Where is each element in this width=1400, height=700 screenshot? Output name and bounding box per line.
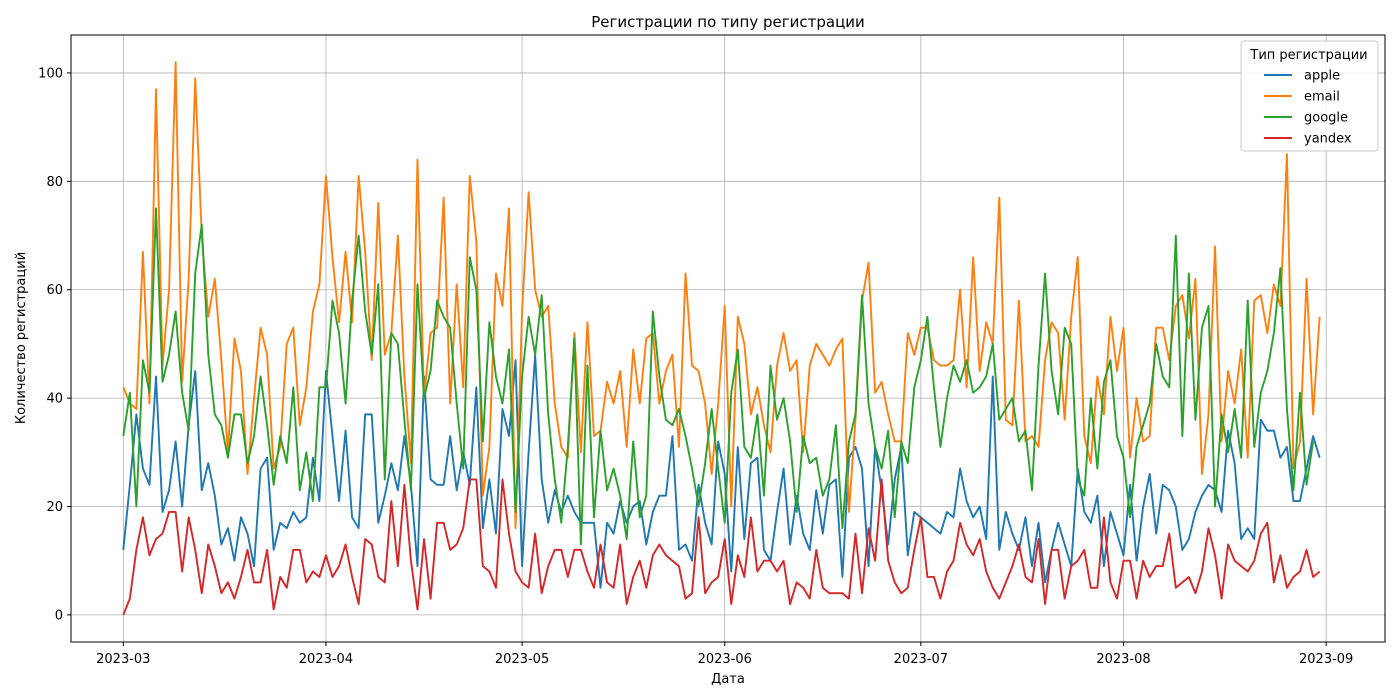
chart-title: Регистрации по типу регистрации <box>591 13 865 31</box>
series-line-yandex <box>122 478 1321 616</box>
legend: Тип регистрации apple email google yandex <box>1240 40 1379 152</box>
x-tick-label: 2023-07 <box>894 652 948 667</box>
y-tick-label: 40 <box>46 392 63 407</box>
series-line-email <box>122 61 1321 530</box>
legend-title: Тип регистрации <box>1249 48 1367 63</box>
legend-label-yandex: yandex <box>1304 132 1352 147</box>
plot-frame <box>70 34 1386 643</box>
x-tick-label: 2023-09 <box>1299 652 1353 667</box>
y-tick-label: 0 <box>55 608 63 623</box>
x-tick-label: 2023-04 <box>299 652 353 667</box>
x-tick-label: 2023-06 <box>698 652 752 667</box>
y-axis-label: Количество регистраций <box>14 252 29 424</box>
y-tick-label: 60 <box>46 283 63 298</box>
legend-label-apple: apple <box>1304 69 1340 84</box>
y-tick-label: 20 <box>46 500 63 515</box>
x-tick-label: 2023-08 <box>1096 652 1150 667</box>
x-axis: 2023-03 2023-04 2023-05 2023-06 2023-07 2023-… <box>96 642 1353 667</box>
legend-box <box>1240 40 1379 152</box>
plot-area <box>122 61 1321 616</box>
y-tick-label: 100 <box>38 66 63 81</box>
legend-label-email: email <box>1304 90 1340 105</box>
legend-label-google: google <box>1304 111 1348 126</box>
series-line-google <box>122 207 1315 546</box>
y-tick-label: 80 <box>46 175 63 190</box>
y-axis: 0 20 40 60 80 100 <box>38 66 71 623</box>
x-tick-label: 2023-05 <box>495 652 549 667</box>
x-tick-label: 2023-03 <box>96 652 150 667</box>
series-line-apple <box>122 353 1321 589</box>
x-axis-label: Дата <box>711 672 745 687</box>
